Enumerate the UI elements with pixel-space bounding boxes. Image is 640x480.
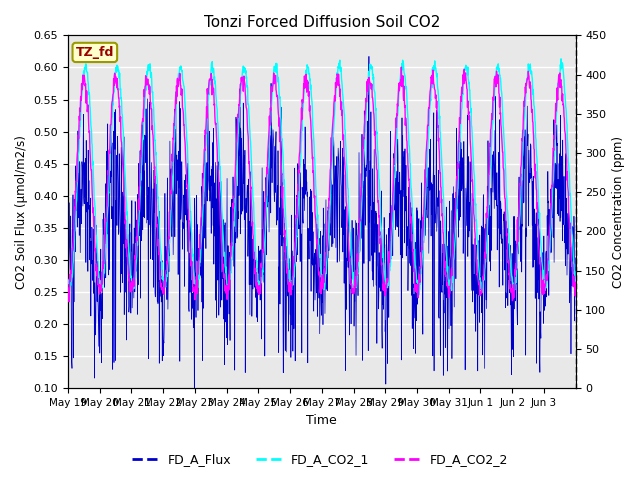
- Y-axis label: CO2 Soil Flux (μmol/m2/s): CO2 Soil Flux (μmol/m2/s): [15, 135, 28, 289]
- Text: TZ_fd: TZ_fd: [76, 46, 114, 59]
- Legend: FD_A_Flux, FD_A_CO2_1, FD_A_CO2_2: FD_A_Flux, FD_A_CO2_1, FD_A_CO2_2: [127, 448, 513, 471]
- Y-axis label: CO2 Concentration (ppm): CO2 Concentration (ppm): [612, 136, 625, 288]
- Title: Tonzi Forced Diffusion Soil CO2: Tonzi Forced Diffusion Soil CO2: [204, 15, 440, 30]
- X-axis label: Time: Time: [307, 414, 337, 427]
